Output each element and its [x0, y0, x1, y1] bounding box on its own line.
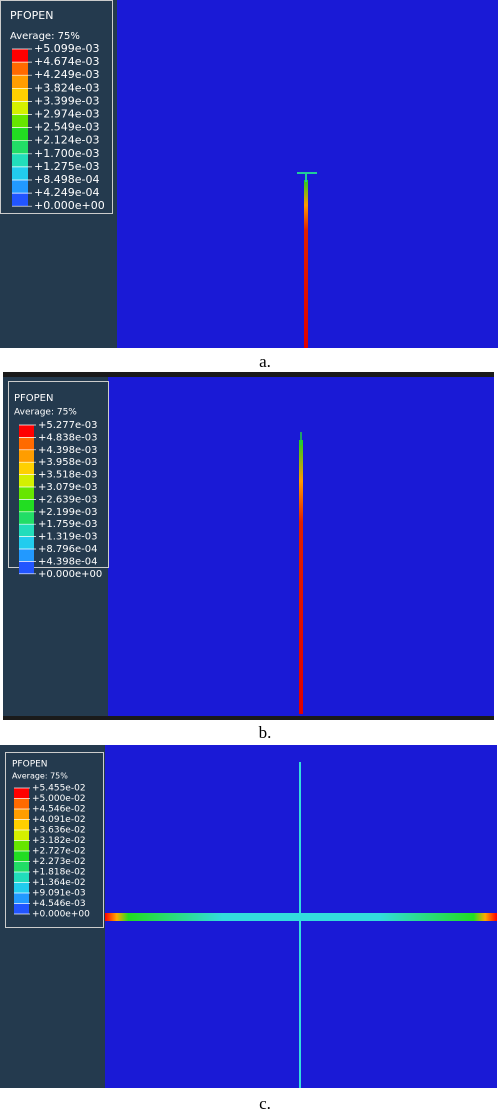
legend-label: +4.398e-04: [38, 556, 98, 567]
legend-swatch: [12, 101, 28, 115]
legend-label: +1.818e-02: [32, 868, 86, 878]
legend-swatch: [12, 166, 28, 180]
legend-label: +0.000e+00: [38, 569, 102, 580]
legend-swatch: [12, 153, 28, 167]
legend-title: PFOPEN: [10, 9, 53, 22]
legend-swatch: [19, 499, 34, 512]
legend-swatch: [12, 140, 28, 154]
legend-label: +2.199e-03: [38, 507, 98, 518]
legend-swatch: [19, 437, 34, 450]
legend-swatch: [12, 88, 28, 102]
legend-swatch: [14, 903, 29, 914]
legend-swatch: [14, 872, 29, 883]
legend-swatch: [19, 474, 34, 487]
crack: [304, 180, 308, 348]
caption: c.: [259, 1094, 271, 1113]
legend-swatch: [12, 180, 28, 194]
legend-swatch: [19, 549, 34, 562]
legend-label: +3.079e-03: [38, 482, 98, 493]
legend-label: +3.399e-03: [34, 94, 99, 107]
legend-swatch: [19, 462, 34, 475]
caption: b.: [259, 723, 272, 742]
legend-swatch: [14, 788, 29, 799]
legend-label: +1.759e-03: [38, 519, 98, 530]
legend-label: +8.796e-04: [38, 544, 98, 555]
legend-label: +9.091e-03: [32, 889, 86, 899]
legend-title: PFOPEN: [12, 760, 48, 770]
legend-label: +4.398e-03: [38, 445, 98, 456]
legend-label: +2.727e-02: [32, 847, 86, 857]
legend-swatch: [12, 193, 28, 207]
legend-swatch: [12, 49, 28, 63]
legend-label: +4.249e-04: [34, 186, 99, 199]
legend-label: +3.182e-02: [32, 836, 86, 846]
caption: a.: [259, 352, 271, 371]
legend-label: +4.546e-02: [32, 805, 86, 815]
legend-subtitle: Average: 75%: [14, 408, 77, 418]
legend-label: +5.099e-03: [34, 42, 99, 55]
legend-swatch: [14, 851, 29, 862]
legend-swatch: [12, 127, 28, 141]
legend-swatch: [19, 425, 34, 438]
legend-subtitle: Average: 75%: [10, 31, 80, 42]
legend-label: +2.273e-02: [32, 857, 86, 867]
legend-label: +8.498e-04: [34, 173, 99, 186]
legend-label: +1.319e-03: [38, 532, 98, 543]
legend-swatch: [19, 536, 34, 549]
crack: [299, 440, 303, 714]
legend-label: +3.636e-02: [32, 826, 86, 836]
legend-label: +1.700e-03: [34, 147, 99, 160]
legend-swatch: [12, 75, 28, 89]
legend-swatch: [12, 114, 28, 128]
legend-swatch: [14, 819, 29, 830]
legend-label: +4.674e-03: [34, 55, 99, 68]
legend-label: +3.958e-03: [38, 457, 98, 468]
legend-swatch: [12, 62, 28, 76]
legend-label: +5.455e-02: [32, 784, 86, 794]
legend-swatch: [19, 561, 34, 574]
legend-label: +0.000e+00: [34, 199, 105, 212]
legend-swatch: [19, 511, 34, 525]
legend-label: +3.824e-03: [34, 81, 99, 94]
legend-label: +0.000e+00: [32, 910, 90, 920]
legend-swatch: [19, 449, 34, 463]
legend-swatch: [19, 524, 34, 537]
legend-label: +2.124e-03: [34, 134, 99, 147]
legend-swatch: [14, 809, 29, 820]
legend-label: +2.549e-03: [34, 121, 99, 134]
legend-swatch: [14, 882, 29, 893]
legend-swatch: [14, 893, 29, 904]
legend-label: +5.000e-02: [32, 794, 86, 804]
legend-label: +4.249e-03: [34, 68, 99, 81]
legend-label: +1.275e-03: [34, 160, 99, 173]
legend-label: +4.838e-03: [38, 432, 98, 443]
legend-title: PFOPEN: [14, 393, 53, 404]
legend-swatch: [14, 840, 29, 851]
legend-label: +4.091e-02: [32, 815, 86, 825]
legend-subtitle: Average: 75%: [12, 772, 68, 781]
legend-label: +3.518e-03: [38, 470, 98, 481]
legend-label: +5.277e-03: [38, 420, 98, 431]
legend-label: +1.364e-02: [32, 878, 86, 888]
legend-swatch: [14, 798, 29, 809]
legend-swatch: [14, 861, 29, 872]
legend-label: +4.546e-03: [32, 899, 86, 909]
legend-label: +2.974e-03: [34, 108, 99, 121]
legend-label: +2.639e-03: [38, 494, 98, 505]
legend-swatch: [19, 487, 34, 500]
legend-swatch: [14, 830, 29, 841]
